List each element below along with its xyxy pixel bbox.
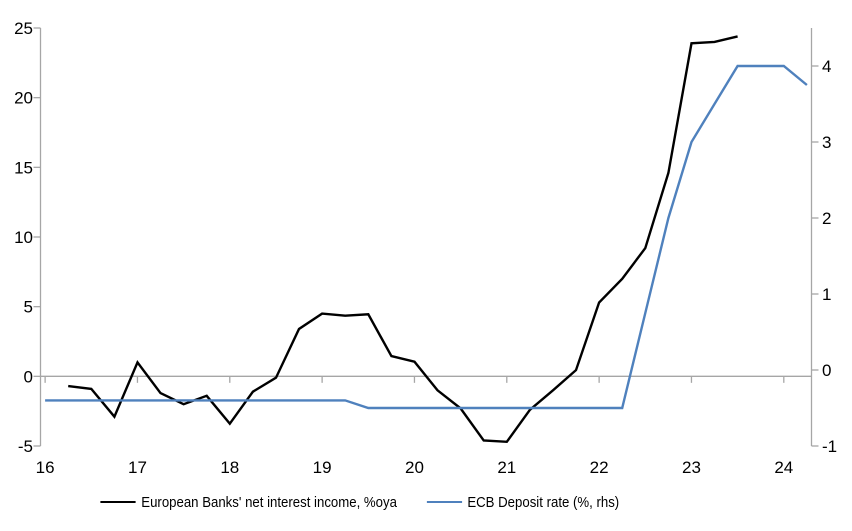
x-axis-tick-label: 17 [128, 458, 147, 477]
right-axis-tick-label: 4 [822, 57, 831, 76]
series-line-ecb-deposit-rate [45, 64, 808, 410]
x-axis-tick-label: 22 [590, 458, 609, 477]
left-axis-tick-label: 20 [14, 89, 33, 108]
right-axis-tick-label: 3 [822, 133, 831, 152]
legend-line-swatch-blue [426, 501, 463, 503]
left-axis-tick-label: 15 [14, 158, 33, 177]
left-axis-tick-label: 10 [14, 228, 33, 247]
left-axis-tick-label: 0 [24, 367, 33, 386]
left-axis-tick-label: -5 [18, 437, 33, 456]
x-axis-tick-label: 19 [313, 458, 332, 477]
x-axis-tick-label: 24 [774, 458, 793, 477]
legend-line-swatch-black [100, 501, 136, 503]
legend-label-net-interest-income: European Banks' net interest income, %oy… [141, 493, 397, 511]
left-axis-tick-label: 5 [24, 298, 33, 317]
right-axis-tick-label: 1 [822, 285, 831, 304]
x-axis-tick-label: 20 [405, 458, 424, 477]
legend: European Banks' net interest income, %oy… [0, 491, 735, 513]
x-axis-tick-label: 23 [682, 458, 701, 477]
x-axis-tick-label: 21 [497, 458, 516, 477]
x-axis-tick-label: 18 [220, 458, 239, 477]
series-line-net-interest-income [68, 35, 738, 444]
right-axis-tick-label: 2 [822, 209, 831, 228]
x-axis-tick-label: 16 [36, 458, 55, 477]
left-axis-tick-label: 25 [14, 19, 33, 38]
right-axis-tick-label: -1 [822, 437, 837, 456]
right-axis-tick-label: 0 [822, 361, 831, 380]
legend-label-ecb-deposit-rate: ECB Deposit rate (%, rhs) [467, 493, 620, 511]
legend-item-ecb-deposit-rate: ECB Deposit rate (%, rhs) [426, 493, 620, 511]
legend-item-net-interest-income: European Banks' net interest income, %oy… [100, 493, 397, 511]
